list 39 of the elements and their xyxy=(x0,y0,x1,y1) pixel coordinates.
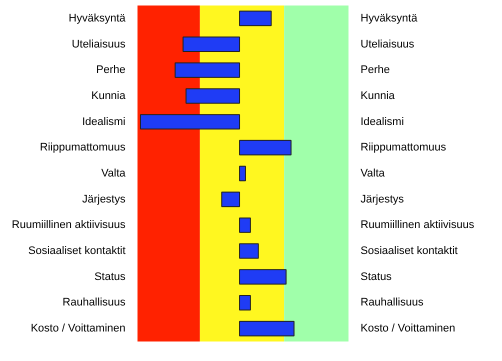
category-label: Järjestys xyxy=(360,193,404,206)
category-label: Perhe xyxy=(360,64,390,76)
y-tick-label: Rauhallisuus xyxy=(62,296,126,309)
category-label: Rauhallisuus xyxy=(360,296,424,309)
category-label: Ruumiillinen aktiivisuus xyxy=(360,219,474,232)
y-tick-label: Riippumattomuus xyxy=(40,142,126,154)
y-tick-label: Järjestys xyxy=(82,193,126,206)
y-tick-label: Kosto / Voittaminen xyxy=(30,322,126,335)
bar xyxy=(239,166,246,182)
category-label: Kosto / Voittaminen xyxy=(360,322,456,335)
y-tick-label: Idealismi xyxy=(82,116,126,128)
y-tick-label: Perhe xyxy=(96,64,126,76)
bar xyxy=(174,62,240,78)
bar xyxy=(182,36,240,52)
category-label: Status xyxy=(360,270,392,283)
bar xyxy=(239,269,287,285)
bar xyxy=(239,10,272,26)
category-label: Idealismi xyxy=(360,116,404,128)
y-tick-label: Uteliaisuus xyxy=(72,38,126,50)
category-label: Riippumattomuus xyxy=(360,142,446,154)
y-tick-label: Kunnia xyxy=(91,90,126,102)
bar xyxy=(140,114,240,130)
y-tick-label: Hyväksyntä xyxy=(68,12,126,24)
y-tick-label: Valta xyxy=(101,168,126,180)
category-label: Sosiaaliset kontaktit xyxy=(360,245,458,258)
bar xyxy=(239,217,251,233)
category-label: Kunnia xyxy=(360,90,395,102)
bar xyxy=(221,192,240,208)
bar xyxy=(239,294,251,310)
bar xyxy=(239,243,259,259)
bar xyxy=(239,140,292,156)
y-tick-label: Sosiaaliset kontaktit xyxy=(28,245,126,258)
y-tick-label: Status xyxy=(94,270,126,283)
category-label: Uteliaisuus xyxy=(360,38,414,50)
bar xyxy=(186,88,240,104)
y-tick-label: Ruumiillinen aktiivisuus xyxy=(12,219,126,232)
bar xyxy=(239,320,295,336)
category-label: Valta xyxy=(360,168,385,180)
category-label: Hyväksyntä xyxy=(360,12,418,24)
